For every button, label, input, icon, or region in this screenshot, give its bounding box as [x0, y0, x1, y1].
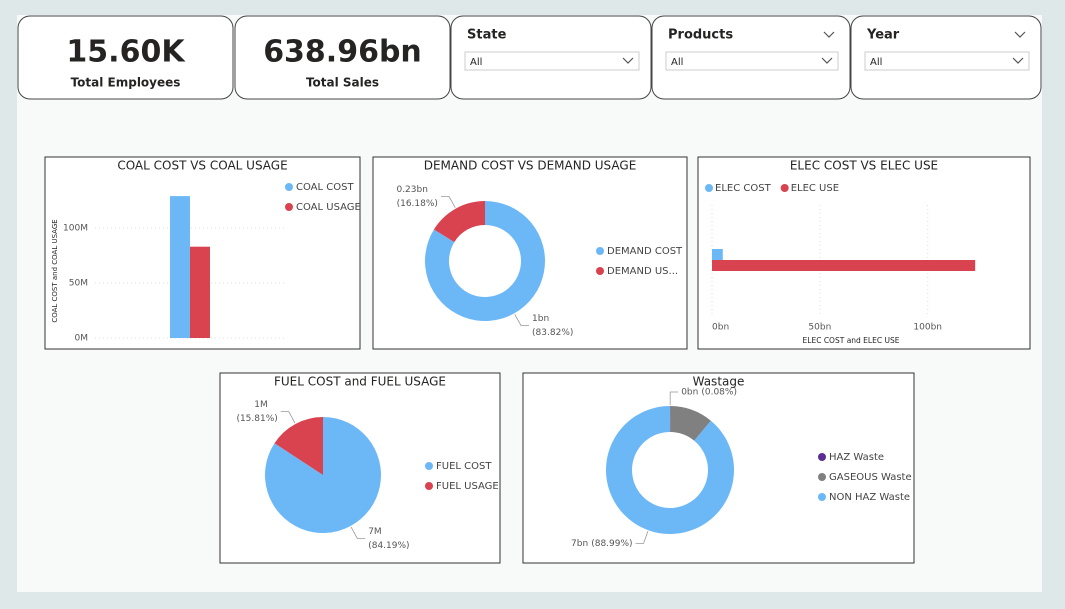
legend-swatch [285, 203, 293, 211]
legend-label: DEMAND US... [607, 266, 678, 277]
legend-swatch [285, 183, 293, 191]
x-tick-label: 50bn [808, 323, 831, 333]
legend-swatch [425, 462, 433, 470]
chart-title: ELEC COST VS ELEC USE [790, 159, 938, 173]
chart: ELEC COST VS ELEC USE 0bn 50bn 100bn ELEC CO… [698, 157, 1030, 349]
legend-swatch [596, 267, 604, 275]
legend-label: NON HAZ Waste [829, 492, 910, 503]
x-tick-label: 0bn [712, 323, 729, 333]
slicer-value: All [671, 57, 683, 68]
x-axis-title: ELEC COST and ELEC USE [803, 336, 900, 345]
percent-label: (0.08%) [701, 388, 737, 398]
bar [170, 196, 190, 338]
slicer-dropdown[interactable] [666, 52, 838, 70]
slicer-value: All [870, 57, 882, 68]
percent-label: (16.18%) [397, 199, 438, 209]
data-label: 7M [368, 527, 382, 537]
legend-label: HAZ Waste [829, 452, 884, 463]
kpi-value: 638.96bn [263, 35, 422, 70]
data-label: 0bn [681, 388, 698, 398]
legend-swatch [818, 493, 826, 501]
y-tick-label: 100M [63, 224, 88, 234]
data-label: 1M [254, 400, 268, 410]
data-label: 1bn [532, 314, 549, 324]
legend-swatch [818, 473, 826, 481]
chart: Wastage(0.08%)0bn (88.99%)7bn HAZ Waste GAS… [523, 373, 914, 563]
y-axis-title: COAL COST and COAL USAGE [51, 219, 59, 322]
legend-swatch [781, 184, 789, 192]
legend-label: ELEC COST [715, 183, 772, 194]
slicer-dropdown[interactable] [865, 52, 1029, 70]
legend-label: COAL COST [296, 182, 354, 193]
x-tick-label: 100bn [913, 323, 942, 333]
legend-swatch [425, 482, 433, 490]
legend-label: COAL USAGE [296, 202, 361, 213]
legend-label: ELEC USE [791, 183, 839, 194]
bar [712, 249, 723, 260]
legend-label: GASEOUS Waste [829, 472, 912, 483]
percent-label: (84.19%) [368, 541, 409, 551]
chart-title: Wastage [693, 375, 745, 389]
y-tick-label: 50M [69, 279, 88, 289]
percent-label: (15.81%) [236, 414, 277, 424]
slicer-value: All [470, 57, 482, 68]
slicer-title: State [467, 28, 507, 43]
legend-swatch [705, 184, 713, 192]
data-label: 7bn [571, 539, 588, 549]
slicer-dropdown[interactable] [465, 52, 639, 70]
y-tick-label: 0M [75, 334, 89, 344]
percent-label: (83.82%) [532, 328, 573, 338]
data-label: 0.23bn [396, 185, 427, 195]
kpi-value: 15.60K [66, 35, 186, 70]
slicer-title: Year [866, 28, 900, 43]
bar [190, 247, 210, 338]
legend-swatch [596, 247, 604, 255]
slicer-title: Products [668, 28, 733, 43]
chart: FUEL COST and FUEL USAGE 7M (84.19%) 1M (15.… [220, 373, 500, 563]
legend-label: DEMAND COST [607, 246, 683, 257]
kpi-label: Total Employees [71, 76, 181, 90]
percent-label: (88.99%) [591, 539, 632, 549]
top-row: 15.60K Total Employees 638.96bn Total Sales… [18, 16, 1041, 99]
legend-label: FUEL COST [436, 461, 492, 472]
chart-title: DEMAND COST VS DEMAND USAGE [424, 159, 637, 173]
bar [712, 260, 975, 271]
chart-title: FUEL COST and FUEL USAGE [274, 375, 446, 389]
chart-title: COAL COST VS COAL USAGE [117, 159, 287, 173]
kpi-label: Total Sales [306, 76, 379, 90]
legend-swatch [818, 453, 826, 461]
chart: COAL COST VS COAL USAGE 0M 50M 100M COAL COS… [45, 157, 361, 349]
chart: DEMAND COST VS DEMAND USAGE 1bn (83.82%) 0.… [373, 157, 687, 349]
legend-label: FUEL USAGE [436, 481, 499, 492]
